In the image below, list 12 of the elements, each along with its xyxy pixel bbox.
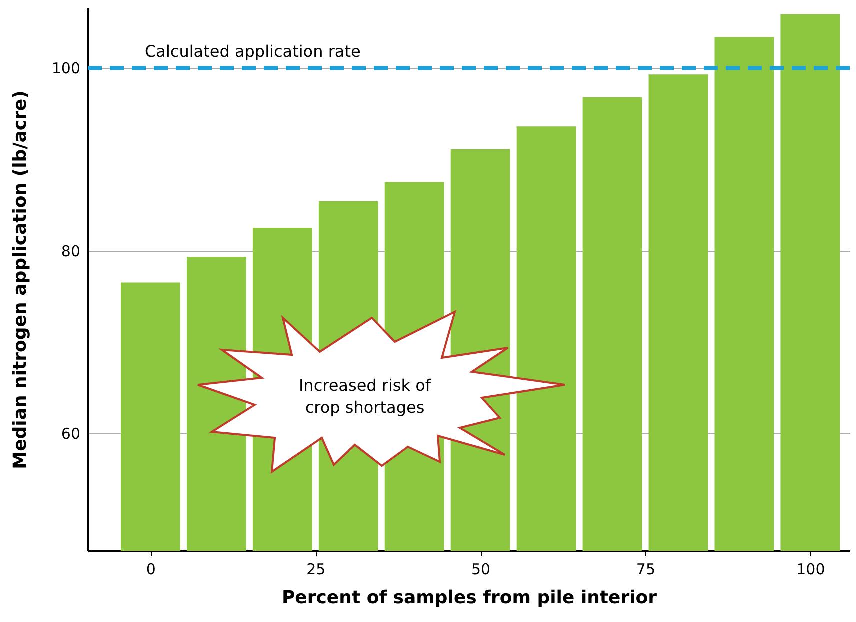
annotation: Increased risk of crop shortages bbox=[298, 375, 432, 419]
y-tick-label: 100 bbox=[52, 60, 80, 78]
ref-line-label: Calculated application rate bbox=[145, 42, 361, 62]
y-tick-label: 60 bbox=[61, 424, 80, 443]
x-tick-label: 0 bbox=[146, 560, 156, 578]
x-tick-label: 50 bbox=[472, 560, 491, 578]
y-tick-label: 80 bbox=[61, 242, 80, 260]
x-tick-label: 100 bbox=[796, 560, 826, 578]
y-axis-title: Median nitrogen application (lb/acre) bbox=[10, 90, 31, 470]
x-tick-label: 25 bbox=[306, 560, 326, 578]
x-axis-title: Percent of samples from pile interior bbox=[282, 588, 658, 608]
x-tick-label: 75 bbox=[636, 560, 656, 578]
